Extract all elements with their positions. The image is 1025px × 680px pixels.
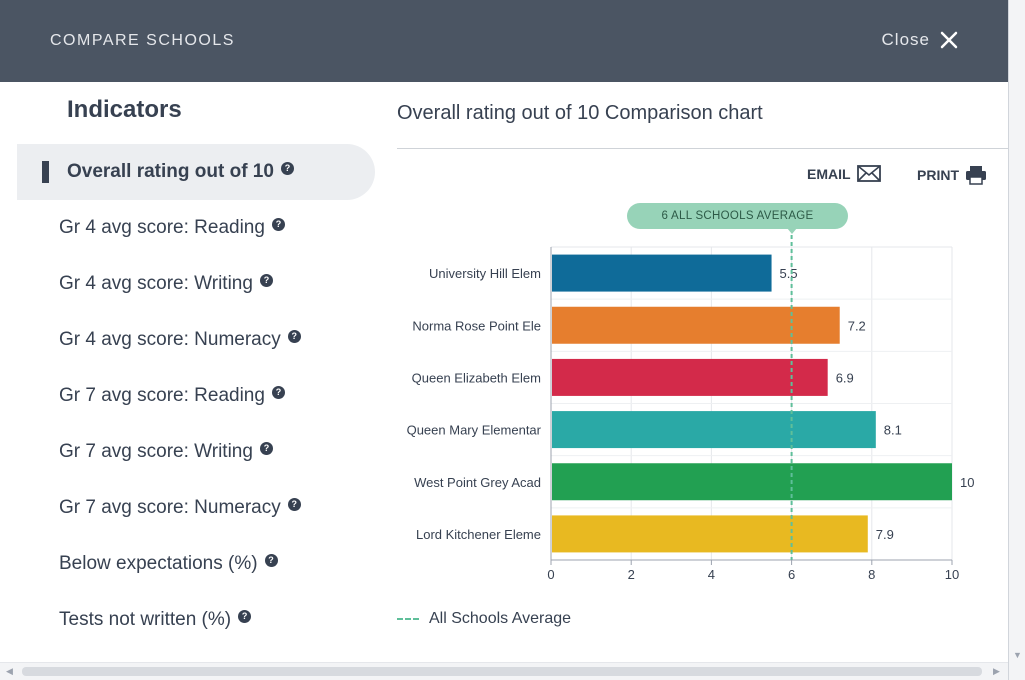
close-icon xyxy=(940,31,958,49)
print-button[interactable]: PRINT xyxy=(917,165,987,185)
x-tick-label: 10 xyxy=(945,567,959,582)
average-pill: 6 ALL SCHOOLS AVERAGE xyxy=(627,203,848,229)
indicator-item[interactable]: Gr 7 avg score: Reading? xyxy=(17,368,375,424)
bar-value-label: 5.5 xyxy=(780,266,798,281)
help-icon[interactable]: ? xyxy=(259,273,273,287)
x-tick-label: 8 xyxy=(868,567,875,582)
header-title: COMPARE SCHOOLS xyxy=(50,32,235,49)
indicator-label: Below expectations (%) xyxy=(59,553,258,574)
help-icon[interactable]: ? xyxy=(238,609,252,623)
bar-value-label: 8.1 xyxy=(884,423,902,438)
indicator-item[interactable]: Gr 7 avg score: Writing? xyxy=(17,424,375,480)
bar-value-label: 7.2 xyxy=(848,318,866,333)
active-indicator-marker xyxy=(42,161,49,183)
help-icon[interactable]: ? xyxy=(287,329,301,343)
legend-average-swatch xyxy=(397,618,419,620)
help-icon[interactable]: ? xyxy=(264,553,278,567)
bar xyxy=(552,358,828,396)
help-icon[interactable]: ? xyxy=(287,497,301,511)
close-button[interactable]: Close xyxy=(882,30,958,50)
x-tick-label: 0 xyxy=(547,567,554,582)
close-label: Close xyxy=(881,30,930,49)
bar xyxy=(552,254,772,292)
indicator-label: Gr 7 avg score: Numeracy xyxy=(59,497,281,518)
bar xyxy=(552,411,876,449)
scroll-right-arrow[interactable]: ▶ xyxy=(993,666,1000,676)
category-label: Norma Rose Point Ele xyxy=(412,318,541,333)
bar xyxy=(552,515,868,553)
indicator-item[interactable]: Below expectations (%)? xyxy=(17,536,375,592)
indicator-item[interactable]: Gr 4 avg score: Reading? xyxy=(17,200,375,256)
indicator-item[interactable]: Gr 4 avg score: Writing? xyxy=(17,256,375,312)
category-label: Lord Kitchener Eleme xyxy=(416,527,541,542)
indicator-label: Gr 4 avg score: Writing xyxy=(59,273,253,294)
scroll-thumb[interactable] xyxy=(22,667,982,676)
indicator-label: Gr 4 avg score: Reading xyxy=(59,217,265,238)
divider xyxy=(397,148,1008,149)
indicator-label: Tests not written (%) xyxy=(59,609,232,630)
printer-icon xyxy=(966,166,986,185)
scroll-left-arrow[interactable]: ◀ xyxy=(6,666,13,676)
indicator-label: Overall rating out of 10 xyxy=(67,161,274,182)
help-icon[interactable]: ? xyxy=(271,217,285,231)
category-label: West Point Grey Acad xyxy=(414,475,541,490)
average-pill-pointer xyxy=(787,228,797,234)
email-button[interactable]: EMAIL xyxy=(807,165,881,182)
indicator-label: Gr 7 avg score: Reading xyxy=(59,385,265,406)
category-label: University Hill Elem xyxy=(429,266,541,281)
indicator-item[interactable]: Tests not written (%)? xyxy=(17,592,375,648)
indicator-item[interactable]: Gr 7 avg score: Numeracy? xyxy=(17,480,375,536)
legend-average-label: All Schools Average xyxy=(429,610,572,627)
indicator-label: Gr 7 avg score: Writing xyxy=(59,441,253,462)
x-tick-label: 4 xyxy=(708,567,715,582)
bar-value-label: 10 xyxy=(960,475,974,490)
horizontal-scrollbar[interactable]: ◀ ▶ xyxy=(0,662,1008,680)
x-tick-label: 6 xyxy=(788,567,795,582)
help-icon[interactable]: ? xyxy=(259,441,273,455)
chart-title: Overall rating out of 10 Comparison char… xyxy=(397,102,763,124)
email-label: EMAIL xyxy=(807,165,851,182)
chart-legend: All Schools Average xyxy=(397,610,571,628)
bar-value-label: 6.9 xyxy=(836,370,854,385)
indicators-title: Indicators xyxy=(67,96,182,123)
help-icon[interactable]: ? xyxy=(271,385,285,399)
comparison-chart: 5.5 University Hill Elem 7.2 Norma Rose Poi… xyxy=(407,235,974,582)
indicator-item[interactable]: Overall rating out of 10? xyxy=(17,144,375,200)
category-label: Queen Mary Elementar xyxy=(407,423,542,438)
help-icon[interactable]: ? xyxy=(280,161,294,175)
indicator-item[interactable]: Gr 4 avg score: Numeracy? xyxy=(17,312,375,368)
vertical-scrollbar[interactable]: ▼ xyxy=(1008,0,1025,680)
category-label: Queen Elizabeth Elem xyxy=(412,370,541,385)
modal-header: COMPARE SCHOOLS Close xyxy=(0,0,1008,82)
indicators-panel: Indicators Overall rating out of 10? Gr 4… xyxy=(0,82,380,662)
x-tick-label: 2 xyxy=(628,567,635,582)
print-label: PRINT xyxy=(917,167,959,183)
bar-value-label: 7.9 xyxy=(876,527,894,542)
bar xyxy=(552,306,840,344)
scroll-down-arrow[interactable]: ▼ xyxy=(1013,650,1022,660)
envelope-icon xyxy=(856,165,881,182)
bar xyxy=(552,463,952,501)
indicator-label: Gr 4 avg score: Numeracy xyxy=(59,329,281,350)
